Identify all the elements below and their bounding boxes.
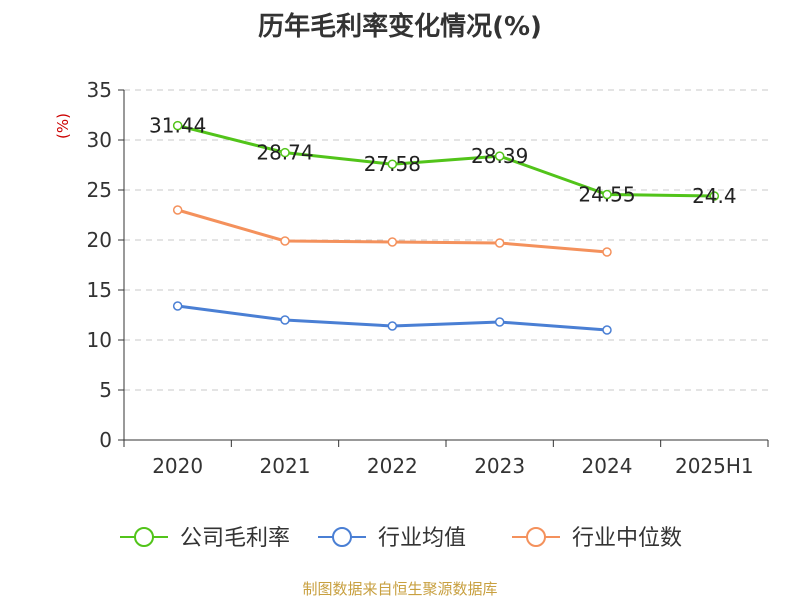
- legend-marker: [134, 527, 154, 547]
- data-label: 24.4: [692, 184, 737, 208]
- data-label: 28.74: [256, 141, 313, 165]
- data-point: [280, 315, 290, 325]
- x-tick-label: 2023: [474, 454, 525, 478]
- data-label: 28.39: [471, 144, 528, 168]
- data-point: [280, 236, 290, 246]
- x-tick-label: 2025H1: [675, 454, 754, 478]
- x-tick-label: 2024: [582, 454, 633, 478]
- data-point: [172, 205, 183, 215]
- x-tick-label: 2020: [152, 454, 203, 478]
- data-point: [602, 189, 612, 200]
- data-point: [172, 301, 183, 311]
- chart-title: 历年毛利率变化情况(%): [258, 12, 542, 42]
- y-tick-label: 15: [87, 278, 112, 302]
- x-tick-label: 2022: [367, 454, 418, 478]
- legend-label: 行业中位数: [572, 526, 682, 551]
- data-point: [602, 325, 612, 335]
- series-line: [177, 124, 715, 198]
- y-axis-label: (%): [54, 113, 72, 139]
- data-point: [172, 120, 183, 131]
- data-point: [709, 191, 720, 201]
- data-label: 31.44: [149, 114, 206, 138]
- data-point: [494, 317, 505, 327]
- y-tick-label: 30: [87, 128, 112, 152]
- legend-marker: [526, 527, 546, 547]
- y-tick-label: 10: [87, 328, 112, 352]
- data-point: [387, 159, 398, 169]
- data-point: [387, 237, 398, 247]
- source-footer: 制图数据来自恒生聚源数据库: [302, 580, 498, 598]
- data-point: [494, 151, 505, 161]
- data-label: 27.58: [364, 152, 421, 176]
- data-point: [387, 321, 398, 331]
- legend-label: 行业均值: [378, 526, 466, 551]
- data-point: [494, 238, 505, 248]
- legend-label: 公司毛利率: [180, 526, 290, 551]
- y-tick-label: 20: [87, 228, 112, 252]
- legend-marker: [332, 527, 352, 547]
- x-tick-label: 2021: [260, 454, 311, 478]
- y-tick-label: 35: [87, 78, 112, 102]
- data-point: [602, 247, 612, 257]
- y-tick-label: 25: [87, 178, 112, 202]
- y-tick-label: 5: [99, 378, 112, 402]
- data-point: [280, 147, 290, 158]
- y-tick-label: 0: [99, 428, 112, 452]
- data-label: 24.55: [578, 183, 635, 207]
